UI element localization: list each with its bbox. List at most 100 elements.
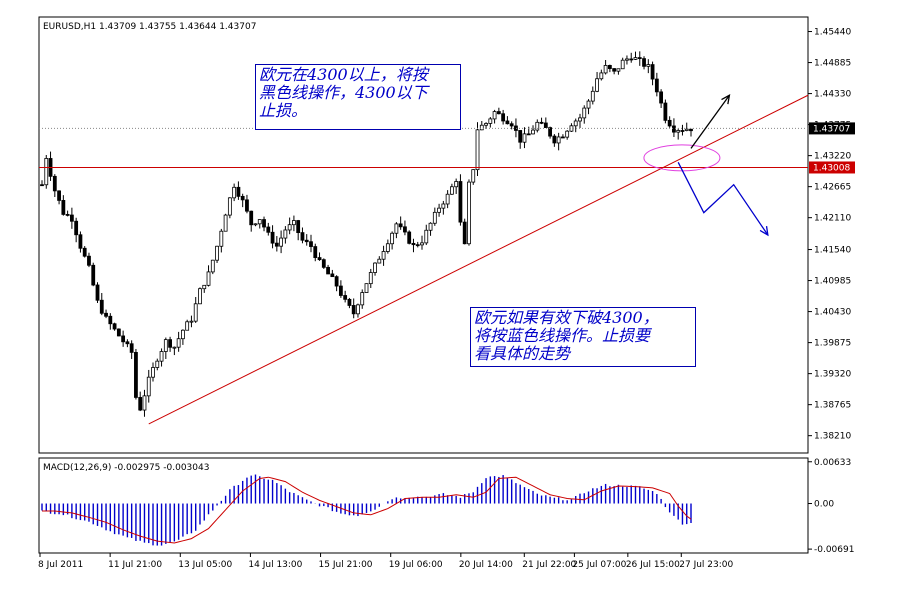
candle-body — [266, 226, 271, 233]
candle-body — [360, 292, 365, 306]
candle-body — [274, 242, 279, 247]
candle-body — [484, 123, 488, 126]
candle-body — [659, 91, 664, 104]
candle-body — [676, 130, 681, 133]
candle-body — [270, 231, 275, 244]
candle-body — [142, 395, 147, 411]
candle-body — [633, 57, 638, 60]
y-tick-label: 1.44330 — [814, 90, 851, 100]
candle-body — [467, 181, 471, 245]
macd-y-tick-label: 0.00 — [814, 500, 834, 510]
candle-body — [317, 257, 322, 261]
x-tick-label: 8 Jul 2011 — [38, 560, 83, 570]
candle-body — [129, 343, 134, 353]
candle-body — [381, 251, 386, 260]
blue-arrow-line — [677, 162, 769, 236]
candle-body — [159, 351, 164, 362]
candle-body — [471, 169, 476, 183]
annotation-box-upper: 欧元在4300以上，将按 黑色线操作，4300以下 止损。 — [255, 64, 461, 130]
candle-body — [279, 237, 284, 247]
candle-body — [492, 111, 497, 120]
candle-body — [146, 376, 151, 397]
candle-body — [573, 120, 578, 127]
candle-body — [356, 304, 360, 315]
candle-body — [172, 346, 177, 349]
candle-body — [398, 223, 403, 228]
x-tick-label: 27 Jul 23:00 — [679, 560, 733, 570]
candle-body — [582, 107, 587, 119]
candle-body — [121, 335, 126, 343]
candle-body — [586, 100, 591, 109]
candle-body — [411, 242, 416, 246]
candle-body — [134, 352, 138, 398]
candle-body — [599, 72, 604, 80]
trendline — [148, 94, 809, 425]
candle-body — [642, 58, 646, 67]
candle-body — [112, 323, 117, 330]
candle-body — [223, 214, 228, 232]
candle-body — [287, 224, 292, 231]
candle-body — [403, 226, 407, 233]
candle-body — [95, 284, 100, 301]
candle-body — [61, 200, 66, 215]
signal-line — [42, 476, 692, 544]
blue-arrow — [677, 162, 769, 237]
candle-body — [330, 273, 335, 278]
candle-body — [522, 133, 527, 143]
candle-body — [116, 328, 121, 337]
y-tick-label: 1.38210 — [814, 432, 851, 442]
candle-body — [219, 230, 224, 247]
candle-body — [138, 397, 143, 411]
candle-body — [168, 339, 172, 348]
candle-body — [321, 259, 326, 268]
candle-body — [565, 130, 570, 138]
annotation-line: 欧元如果有效下破4300， — [474, 308, 659, 327]
candle-body — [347, 298, 352, 306]
candle-body — [415, 244, 420, 247]
black-arrow-head — [721, 94, 731, 105]
candle-body — [176, 338, 181, 348]
candle-body — [488, 118, 493, 124]
y-tick-label: 1.44885 — [814, 59, 851, 69]
candle-body — [420, 242, 424, 246]
candle-body — [343, 295, 348, 300]
black-arrow-line — [690, 94, 730, 149]
candle-body — [479, 124, 484, 131]
candle-body — [206, 271, 211, 286]
candle-body — [368, 272, 373, 285]
x-tick-label: 14 Jul 13:00 — [248, 560, 302, 570]
candle-body — [454, 181, 459, 188]
candle-body — [449, 186, 454, 195]
y-tick-label: 1.42110 — [814, 214, 851, 224]
candle-body — [607, 65, 612, 69]
candle-body — [189, 320, 194, 323]
annotation-line: 将按蓝色线操作。止损要 — [474, 326, 651, 345]
macd-frame — [38, 457, 809, 554]
annotation-box-lower: 欧元如果有效下破4300， 将按蓝色线操作。止损要 看具体的走势 — [470, 307, 696, 367]
candle-body — [616, 68, 621, 72]
y-tick-label: 1.42665 — [814, 183, 851, 193]
candle-body — [257, 219, 262, 225]
price-tag: 1.43707 — [813, 124, 850, 134]
candle-body — [69, 214, 74, 222]
candle-body — [245, 199, 249, 212]
macd-y-tick-label: -0.00691 — [814, 545, 854, 555]
candle-body — [637, 57, 642, 59]
x-tick-label: 19 Jul 06:00 — [389, 560, 443, 570]
candle-body — [663, 102, 668, 121]
axes: 1.454401.448851.443301.437751.432201.426… — [38, 28, 855, 570]
candle-body — [684, 128, 689, 131]
candle-body — [650, 64, 655, 80]
candle-body — [313, 246, 318, 258]
candle-body — [531, 129, 535, 135]
candle-body — [548, 127, 552, 137]
macd-y-tick-label: 0.00633 — [814, 458, 851, 468]
y-tick-label: 1.43220 — [814, 152, 851, 162]
candle-body — [151, 367, 155, 378]
candle-body — [407, 231, 412, 244]
candle-body — [304, 239, 309, 243]
candle-body — [437, 207, 441, 213]
y-tick-label: 1.38765 — [814, 401, 851, 411]
candle-body — [236, 186, 241, 197]
price-tag-bg — [809, 122, 855, 135]
